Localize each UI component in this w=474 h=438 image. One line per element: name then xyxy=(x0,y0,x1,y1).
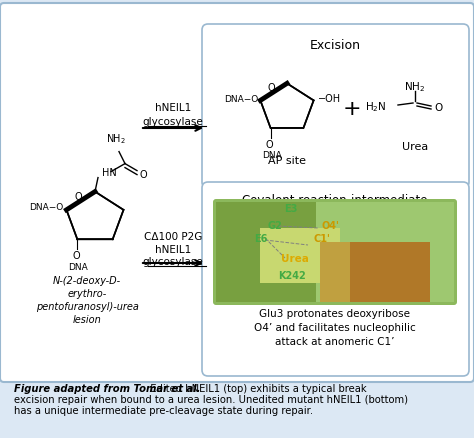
Text: Covalent reaction-intermediate: Covalent reaction-intermediate xyxy=(242,194,428,207)
Text: Glu3 protonates deoxyribose: Glu3 protonates deoxyribose xyxy=(259,308,410,318)
Text: G2: G2 xyxy=(268,220,283,230)
Text: DNA−O: DNA−O xyxy=(224,95,258,104)
Text: O: O xyxy=(140,169,147,179)
Text: E6: E6 xyxy=(255,233,268,244)
Text: Edited hNEIL1 (top) exhibits a typical break: Edited hNEIL1 (top) exhibits a typical b… xyxy=(144,383,366,393)
FancyBboxPatch shape xyxy=(213,200,457,305)
Bar xyxy=(216,202,316,302)
Text: attack at anomeric C1’: attack at anomeric C1’ xyxy=(275,336,395,346)
Polygon shape xyxy=(66,192,124,240)
Text: C1': C1' xyxy=(314,233,330,244)
Text: E3: E3 xyxy=(284,204,298,213)
Text: hNEIL1: hNEIL1 xyxy=(155,103,191,113)
Text: erythro-: erythro- xyxy=(67,288,107,298)
Text: +: + xyxy=(343,99,361,119)
Text: AP site: AP site xyxy=(268,155,306,166)
Text: NH$_2$: NH$_2$ xyxy=(404,80,426,94)
Text: NH$_2$: NH$_2$ xyxy=(106,131,126,145)
Text: O4’ and facilitates nucleophilic: O4’ and facilitates nucleophilic xyxy=(254,322,416,332)
FancyBboxPatch shape xyxy=(202,183,469,376)
Bar xyxy=(216,202,454,302)
Text: O: O xyxy=(268,83,275,93)
Text: O: O xyxy=(434,103,442,113)
Text: glycosylase: glycosylase xyxy=(143,117,203,127)
Text: lesion: lesion xyxy=(73,314,101,324)
FancyBboxPatch shape xyxy=(202,25,469,189)
Text: O: O xyxy=(75,191,82,201)
Text: hNEIL1: hNEIL1 xyxy=(155,244,191,254)
Bar xyxy=(260,229,340,283)
Text: DNA: DNA xyxy=(68,262,88,271)
Text: has a unique intermediate pre-cleavage state during repair.: has a unique intermediate pre-cleavage s… xyxy=(14,405,313,415)
FancyBboxPatch shape xyxy=(0,4,474,382)
Text: O4': O4' xyxy=(321,220,339,230)
Text: pentofuranosyl)-urea: pentofuranosyl)-urea xyxy=(36,301,138,311)
Text: K242: K242 xyxy=(278,270,306,280)
Bar xyxy=(350,243,430,302)
Text: Figure adapted from Tomar et al.: Figure adapted from Tomar et al. xyxy=(14,383,201,393)
Text: O: O xyxy=(266,140,273,150)
Text: H$_2$N: H$_2$N xyxy=(365,100,387,113)
Text: −OH: −OH xyxy=(318,94,341,104)
Text: DNA: DNA xyxy=(262,151,282,160)
Text: O: O xyxy=(73,251,80,261)
Text: CΔ100 P2G: CΔ100 P2G xyxy=(144,231,202,241)
Polygon shape xyxy=(260,84,314,129)
Text: Urea: Urea xyxy=(402,141,428,152)
Text: HN: HN xyxy=(102,167,117,177)
Text: glycosylase: glycosylase xyxy=(143,256,203,266)
Text: Urea: Urea xyxy=(281,254,309,263)
Text: DNA−O: DNA−O xyxy=(29,203,64,212)
Text: Excision: Excision xyxy=(310,39,361,52)
Bar xyxy=(320,243,400,302)
Text: excision repair when bound to a urea lesion. Unedited mutant hNEIL1 (bottom): excision repair when bound to a urea les… xyxy=(14,394,408,404)
Text: N-(2-deoxy-D-: N-(2-deoxy-D- xyxy=(53,276,121,285)
